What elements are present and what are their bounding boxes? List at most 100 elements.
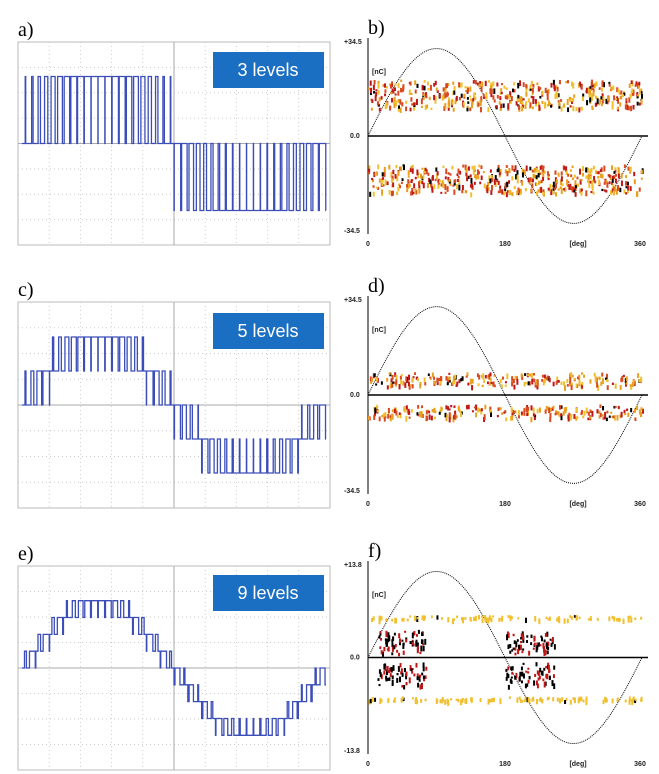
pd-dot	[630, 167, 632, 172]
pd-dot	[532, 99, 534, 104]
pd-dot	[475, 80, 477, 84]
pd-dot	[556, 377, 558, 381]
pd-dot	[425, 667, 427, 671]
pd-dot	[395, 644, 397, 647]
pd-dot	[481, 408, 483, 411]
pd-dot	[371, 378, 373, 382]
pd-dot	[625, 192, 627, 194]
pd-dot	[599, 405, 601, 408]
pd-dot	[563, 188, 565, 190]
pd-dot	[506, 87, 508, 89]
pd-dot	[469, 617, 471, 621]
pd-dot	[572, 375, 574, 378]
pd-dot	[623, 189, 625, 193]
pd-dot	[376, 171, 378, 175]
y-unit-label: [nC]	[372, 592, 386, 599]
pd-dot	[610, 87, 612, 92]
pd-dot	[410, 97, 412, 102]
pd-dot	[544, 375, 546, 379]
x-tick-label: 360	[634, 761, 646, 768]
pd-dot	[593, 91, 595, 97]
pd-dot	[387, 385, 389, 389]
pd-dot	[475, 413, 477, 418]
pd-dot	[537, 409, 539, 414]
pd-dot	[394, 83, 396, 85]
pd-dot	[561, 171, 563, 175]
pd-dot	[615, 98, 617, 100]
pd-dot	[387, 414, 389, 419]
pd-dot	[614, 186, 616, 192]
pd-dot	[417, 378, 419, 381]
pd-dot	[475, 616, 477, 621]
pd-dot	[399, 99, 401, 104]
pd-dot	[505, 384, 507, 386]
pd-dot	[586, 88, 588, 94]
pd-dot	[456, 384, 458, 387]
pd-dot	[538, 181, 540, 185]
pd-dot	[391, 414, 393, 420]
pd-dot	[425, 675, 427, 679]
pd-dot	[471, 102, 473, 108]
pd-dot	[533, 373, 535, 375]
pd-dot	[568, 185, 570, 190]
pd-dot	[490, 83, 492, 86]
pd-dot	[485, 618, 487, 623]
pd-dot	[602, 406, 604, 410]
pd-dot	[409, 417, 411, 419]
pd-dot	[606, 183, 608, 188]
pd-dot	[517, 649, 519, 654]
pd-dot	[574, 615, 576, 618]
pd-dot	[411, 93, 413, 95]
pd-dot	[594, 180, 596, 183]
pd-dot	[395, 411, 397, 416]
pd-dot	[421, 673, 423, 676]
pd-dot	[493, 375, 495, 377]
pd-dot	[579, 82, 581, 86]
pd-dot	[605, 697, 607, 702]
pd-dot	[408, 375, 410, 381]
pd-dot	[486, 185, 488, 189]
pd-dot	[588, 94, 590, 97]
pd-dot	[594, 83, 596, 88]
pd-dot	[371, 178, 373, 180]
pd-dot	[454, 86, 456, 91]
pd-dot	[513, 385, 515, 390]
pd-dot	[620, 96, 622, 100]
pd-dot	[433, 83, 435, 87]
pd-dot	[533, 636, 535, 642]
pd-dot	[609, 175, 611, 178]
pd-dot	[534, 168, 536, 173]
pd-dot	[484, 405, 486, 410]
pd-dot	[394, 87, 396, 91]
pd-dot	[582, 416, 584, 419]
pd-dot	[373, 415, 375, 420]
pd-dot	[567, 99, 569, 105]
pd-dot	[390, 84, 392, 88]
pd-dot	[625, 699, 627, 702]
pd-dot	[466, 108, 468, 112]
pd-dot	[375, 95, 377, 101]
pd-dot	[487, 617, 489, 623]
pd-dot	[629, 700, 631, 705]
pd-dot	[571, 383, 573, 385]
pd-dot	[391, 643, 393, 648]
pd-dot	[543, 648, 545, 653]
pd-dot	[481, 618, 483, 623]
pd-dot	[553, 666, 555, 670]
pd-dot	[439, 94, 441, 98]
pd-dot	[427, 88, 429, 90]
pd-dot	[489, 382, 491, 386]
pd-dot	[385, 180, 387, 186]
pd-dot	[436, 615, 438, 619]
pd-dot	[461, 83, 463, 88]
pd-dot	[402, 696, 404, 699]
pd-dot	[388, 165, 390, 170]
pd-dot	[555, 410, 557, 412]
pd-dot	[613, 415, 615, 418]
pd-dot	[549, 413, 551, 418]
pd-dot	[513, 634, 515, 636]
pd-dot	[559, 405, 561, 410]
pd-dot	[452, 82, 454, 85]
pd-dot	[549, 617, 551, 621]
pd-dot	[429, 179, 431, 184]
